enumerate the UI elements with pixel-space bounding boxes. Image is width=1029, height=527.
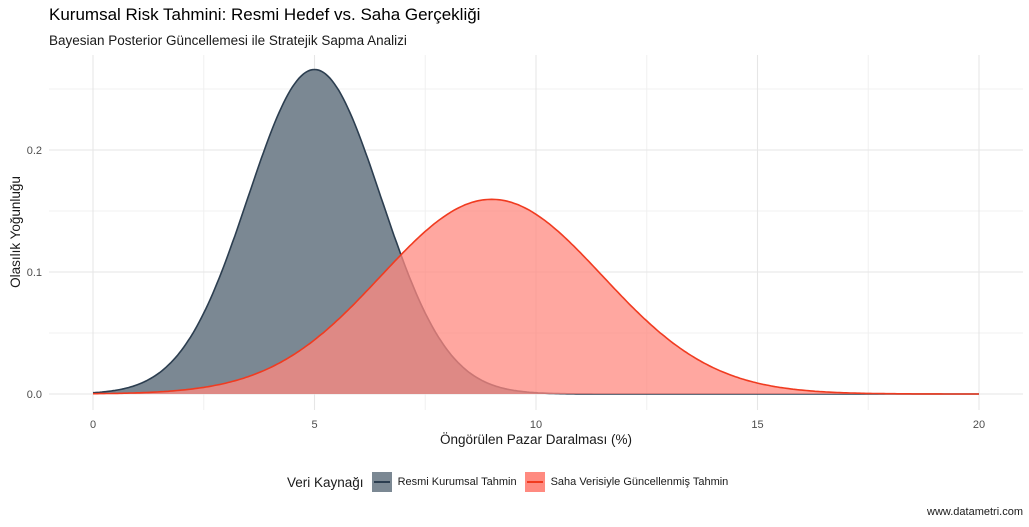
curve-1	[93, 198, 979, 395]
caption: www.datametri.com	[927, 506, 1023, 518]
area-1	[93, 199, 979, 394]
chart-title: Kurumsal Risk Tahmini: Resmi Hedef vs. S…	[49, 5, 481, 24]
y-axis-ticks: 0.0 0.1 0.2	[27, 145, 42, 401]
legend-title: Veri Kaynağı	[287, 474, 364, 490]
x-tick-label: 5	[311, 419, 317, 431]
y-tick-label: 0.2	[27, 145, 42, 157]
x-tick-label: 15	[751, 419, 763, 431]
legend-label-official: Resmi Kurumsal Tahmin	[397, 476, 517, 488]
legend-label-field: Saha Verisiyle Güncellenmiş Tahmin	[550, 476, 729, 488]
x-tick-label: 10	[530, 419, 542, 431]
x-axis-ticks: 0 5 10 15 20	[90, 419, 985, 431]
legend: Veri Kaynağı Resmi Kurumsal Tahmin Saha …	[287, 472, 736, 492]
chart-subtitle: Bayesian Posterior Güncellemesi ile Stra…	[49, 33, 407, 48]
y-tick-label: 0.1	[27, 267, 42, 279]
x-axis-title: Öngörülen Pazar Daralması (%)	[440, 432, 632, 447]
x-tick-label: 0	[90, 419, 96, 431]
legend-key-official	[371, 472, 392, 492]
x-tick-label: 20	[973, 419, 985, 431]
legend-key-field	[524, 472, 545, 492]
y-axis-title: Olasılık Yoğunluğu	[8, 176, 23, 288]
y-tick-label: 0.0	[27, 389, 42, 401]
area-0	[93, 69, 979, 394]
density-areas	[92, 68, 979, 395]
